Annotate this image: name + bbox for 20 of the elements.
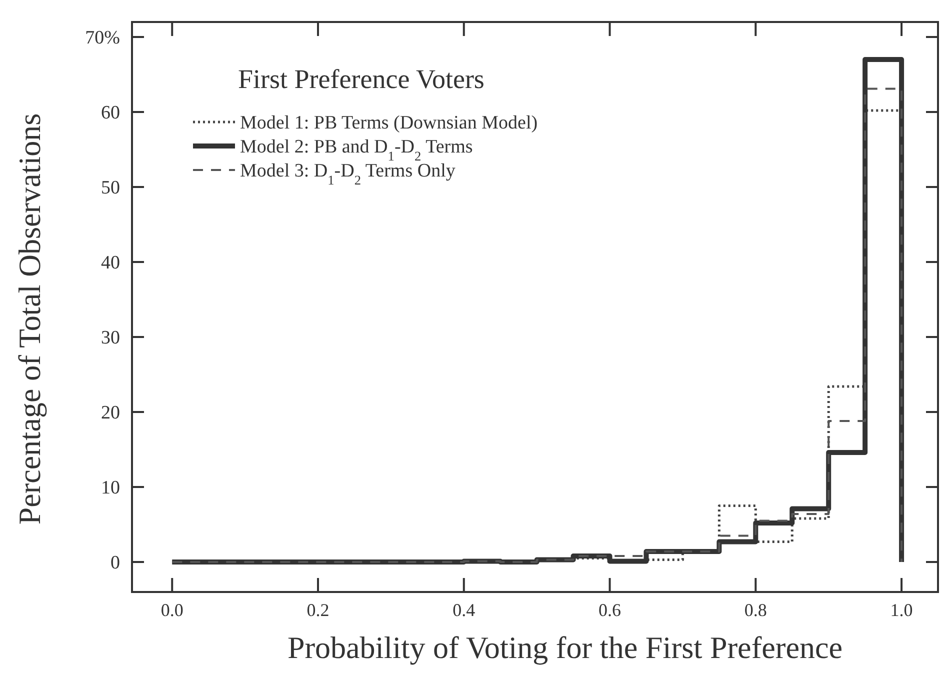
x-tick-label: 0.6 xyxy=(598,600,622,620)
x-axis-title: Probability of Voting for the First Preference xyxy=(287,630,843,665)
y-tick-label: 60 xyxy=(101,102,120,124)
y-tick-label: 30 xyxy=(101,328,120,349)
text: First Preference Voters xyxy=(238,64,484,94)
legend-label: Model 2: PB and D$_{1}$-D$_{2}$ Terms xyxy=(240,136,473,164)
x-tick-label: 1.0 xyxy=(890,600,913,620)
y-tick-label: 0 xyxy=(110,552,120,574)
legend-label: Model 3: D$_{1}$-D$_{2}$ Terms Only xyxy=(240,160,456,188)
y-axis-title: Percentage of Total Observations xyxy=(12,113,47,525)
x-tick-label: 0.8 xyxy=(744,600,767,620)
x-tick-label: 0.4 xyxy=(452,600,476,620)
x-tick-label: 0.0 xyxy=(160,600,184,620)
y-tick-label: 40 xyxy=(101,252,120,274)
y-tick-label: 70% xyxy=(85,28,120,49)
y-tick-label: 50 xyxy=(101,178,120,199)
x-tick-label: 0.2 xyxy=(306,600,330,620)
y-tick-label: 10 xyxy=(101,478,120,499)
y-tick-label: 20 xyxy=(101,402,120,424)
legend-label: Model 1: PB Terms (Downsian Model) xyxy=(240,112,538,134)
